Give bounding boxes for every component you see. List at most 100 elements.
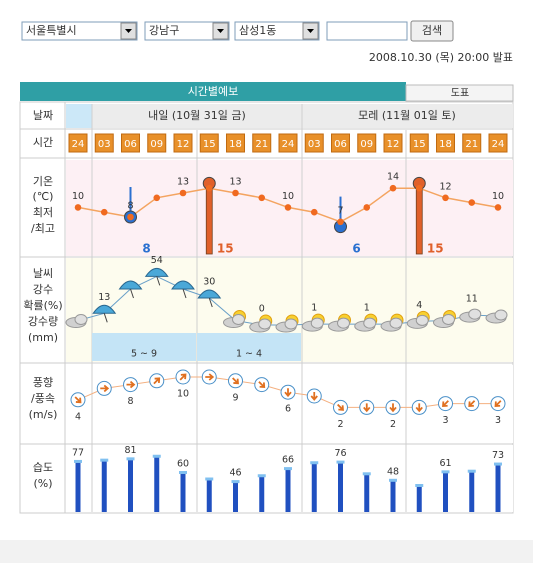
weather-icon — [144, 267, 169, 286]
search-input[interactable] — [326, 21, 408, 41]
search-button[interactable] — [410, 20, 454, 42]
humidity-bar — [390, 480, 396, 512]
time-label: 21 — [255, 139, 268, 150]
humidity-label: 77 — [72, 447, 84, 458]
rainfall-band — [197, 333, 301, 361]
weather-icon — [406, 310, 430, 329]
row-label: /최고 — [31, 222, 55, 235]
tab[interactable] — [405, 84, 514, 102]
weather-icon — [328, 313, 351, 332]
humidity-cap — [467, 469, 476, 473]
temp-dot — [74, 204, 82, 211]
weather-icon — [354, 313, 378, 332]
wind-label: 3 — [442, 415, 448, 426]
arrow — [284, 388, 292, 398]
humidity-cap — [494, 462, 502, 466]
wind-label: 3 — [495, 415, 501, 426]
time-box — [409, 133, 429, 153]
humidity-bar — [233, 482, 238, 512]
temp-label: 10 — [282, 191, 294, 202]
tab-label: 시간별예보 — [188, 85, 239, 98]
temp-label: 13 — [229, 177, 241, 188]
tab-active[interactable] — [20, 82, 406, 101]
day-header: 내일 (10월 31일 금) — [148, 108, 246, 122]
temp-dot — [389, 184, 397, 192]
cloud — [258, 318, 272, 330]
row-label: /풍속 — [31, 392, 55, 405]
wind-label: 6 — [285, 404, 291, 415]
humidity-bar — [443, 472, 448, 512]
time-label: 09 — [360, 139, 373, 150]
wind-label: 10 — [177, 389, 189, 400]
cloud — [337, 317, 350, 329]
humidity-bar — [416, 486, 422, 512]
cloud — [494, 309, 508, 321]
weather-icon — [380, 313, 404, 332]
dong-text: 삼성1동 — [239, 24, 276, 37]
time-box — [199, 133, 219, 153]
arrow — [100, 384, 110, 393]
arrow — [179, 373, 187, 381]
temp-dot — [363, 204, 371, 211]
humidity-cap — [336, 460, 345, 464]
region-select[interactable] — [21, 21, 138, 41]
arrow — [494, 400, 502, 408]
wind-arrow — [254, 377, 270, 393]
precip-label: 4 — [416, 300, 422, 311]
humidity-label: 60 — [177, 459, 189, 470]
temp-dot — [337, 218, 344, 226]
humidity-label: 66 — [282, 455, 294, 466]
humidity-label: 81 — [124, 445, 136, 456]
row-label: 기온 — [33, 175, 53, 188]
cloud — [389, 317, 403, 329]
time-label: 21 — [465, 139, 478, 150]
temp-label: 12 — [439, 181, 451, 192]
arrow — [389, 403, 397, 413]
district-select[interactable] — [144, 21, 230, 41]
humidity-bar — [259, 476, 265, 512]
umbrella — [92, 304, 117, 314]
wind-arrow — [411, 399, 427, 415]
wind-arrow — [201, 369, 217, 385]
weather-icon — [92, 304, 117, 323]
time-label: 12 — [177, 139, 190, 150]
humidity-cap — [257, 474, 266, 478]
temp-dot — [205, 184, 213, 192]
wind-arrow — [175, 369, 191, 385]
temp-dot — [153, 194, 161, 202]
arrow — [442, 400, 449, 408]
arrow — [468, 400, 476, 408]
humidity-bar — [154, 456, 160, 512]
temp-dot — [310, 208, 318, 216]
temp-label: 8 — [127, 201, 133, 212]
weather-icon — [197, 289, 222, 308]
time-box — [462, 133, 482, 153]
max-label: 15 — [217, 242, 234, 256]
wind-arrow — [280, 384, 296, 400]
cloud — [468, 308, 482, 320]
wind-arrow — [490, 396, 506, 412]
row-label: 풍향 — [33, 376, 53, 389]
temp-dot — [127, 213, 134, 221]
umbrella-handle — [208, 297, 213, 308]
arrow — [258, 381, 266, 389]
row-label: 시간 — [33, 136, 53, 149]
row-label: (mm) — [28, 331, 58, 344]
rainfall-band — [92, 333, 196, 361]
temp-dot — [494, 204, 502, 211]
humidity-label: 48 — [387, 466, 399, 477]
humidity-cap — [389, 478, 397, 482]
footer-strip — [0, 540, 533, 563]
weather-icon — [249, 314, 273, 333]
arrow — [153, 377, 161, 385]
time-box — [68, 133, 88, 153]
time-box — [226, 133, 245, 153]
precip-label: 11 — [466, 294, 478, 305]
column-separators — [91, 104, 407, 512]
select-arrow-glyph — [125, 29, 314, 33]
wind-arrow — [228, 373, 243, 389]
wind-label: 4 — [75, 411, 81, 422]
dong-select[interactable] — [234, 21, 320, 41]
rainfall-label: 5 ~ 9 — [131, 349, 157, 360]
